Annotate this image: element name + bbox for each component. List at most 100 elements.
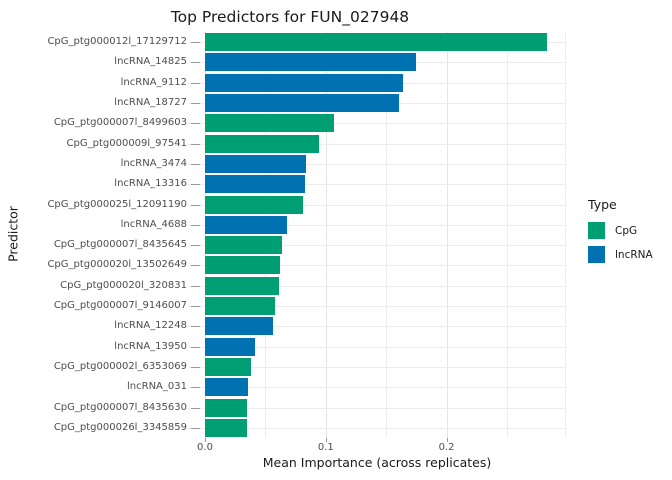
minor-gridline [507,32,508,438]
y-tick [191,427,200,429]
bar [205,378,249,397]
row-gridline [188,184,566,186]
y-tick-label: lncRNA_3474 [120,157,187,169]
minor-gridline [265,32,267,438]
y-tick-label: lncRNA_9112 [120,76,187,88]
major-gridline [205,32,206,438]
bar [205,53,417,72]
row-gridline [188,407,566,409]
legend-title: Type [588,197,617,212]
bar [205,256,280,275]
bar [205,337,255,356]
y-tick-label: CpG_ptg000026l_3345859 [53,421,187,433]
x-tick-label: 0.0 [197,442,213,453]
plot-panel [188,32,566,438]
minor-gridline [565,32,566,438]
y-tick-label: CpG_ptg000012l_17129712 [47,36,187,48]
x-tick-label: 0.2 [438,442,455,453]
y-tick [191,285,200,287]
y-tick [191,224,200,226]
row-gridline [188,346,566,348]
y-tick [191,204,200,206]
major-gridline [446,32,448,438]
legend-label-cpg: CpG [615,224,638,237]
row-gridline [188,204,566,206]
y-tick-label: CpG_ptg000025l_12091190 [47,198,187,210]
row-gridline [188,245,566,247]
bar [205,297,276,316]
x-tick [205,438,206,442]
legend: Type CpG lncRNA [588,197,653,270]
y-tick [191,306,200,308]
y-tick-label: lncRNA_13950 [114,340,187,352]
bar [205,134,319,153]
y-tick-label: CpG_ptg000020l_13502649 [47,259,187,271]
y-tick [191,103,200,105]
y-tick [191,407,200,409]
y-tick [191,387,200,389]
y-tick [191,265,200,267]
y-tick [191,42,200,44]
row-gridline [188,123,566,125]
x-tick-label: 0.1 [317,442,334,453]
y-tick-label: lncRNA_14825 [114,56,187,68]
y-tick [191,184,200,186]
row-gridline [188,285,566,287]
y-tick [191,143,200,145]
chart-title: Top Predictors for FUN_027948 [170,8,410,26]
y-tick [191,62,200,64]
y-tick [191,346,200,348]
bar [205,33,547,52]
bar [205,398,248,417]
y-axis-title: Predictor [5,206,21,262]
legend-item-cpg: CpG [588,222,653,239]
bar [205,236,283,255]
row-gridline [188,224,566,226]
y-tick-label: CpG_ptg000007l_8435630 [53,401,187,413]
row-gridline [188,143,566,145]
row-gridline [188,265,566,267]
y-tick-label: lncRNA_13316 [114,178,187,190]
y-tick [191,326,200,328]
row-gridline [188,326,566,328]
legend-swatch-lncrna [588,246,605,263]
y-tick-label: CpG_ptg000002l_6353069 [53,360,187,372]
y-tick-label: lncRNA_031 [127,381,187,393]
bar [205,276,279,295]
bar [205,195,303,214]
bar [205,114,335,133]
y-tick-label: CpG_ptg000007l_8499603 [53,117,187,129]
major-gridline [325,32,327,438]
row-gridline [188,366,566,368]
bar [205,418,248,437]
row-gridline [188,306,566,308]
y-tick [191,82,200,84]
x-tick [446,438,448,442]
x-tick [325,438,327,442]
y-tick [191,163,200,165]
legend-label-lncrna: lncRNA [615,248,653,261]
y-tick-label: CpG_ptg000007l_8435645 [53,239,187,251]
bar [205,154,307,173]
y-tick [191,366,200,368]
y-tick-label: lncRNA_12248 [114,320,187,332]
minor-gridline [386,32,388,438]
y-tick-label: CpG_ptg000020l_320831 [60,279,187,291]
bar [205,357,251,376]
row-gridline [188,387,566,389]
bar [205,215,288,234]
y-tick [191,123,200,125]
row-gridline [188,163,566,165]
y-tick-label: CpG_ptg000009l_97541 [66,137,187,149]
y-tick [191,245,200,247]
x-axis-title: Mean Importance (across replicates) [262,455,492,470]
row-gridline [188,427,566,429]
bar [205,175,306,194]
legend-swatch-cpg [588,222,605,239]
bar [205,317,273,336]
bar [205,94,400,113]
y-tick-label: lncRNA_18727 [114,97,187,109]
bar [205,73,404,92]
legend-item-lncrna: lncRNA [588,246,653,263]
